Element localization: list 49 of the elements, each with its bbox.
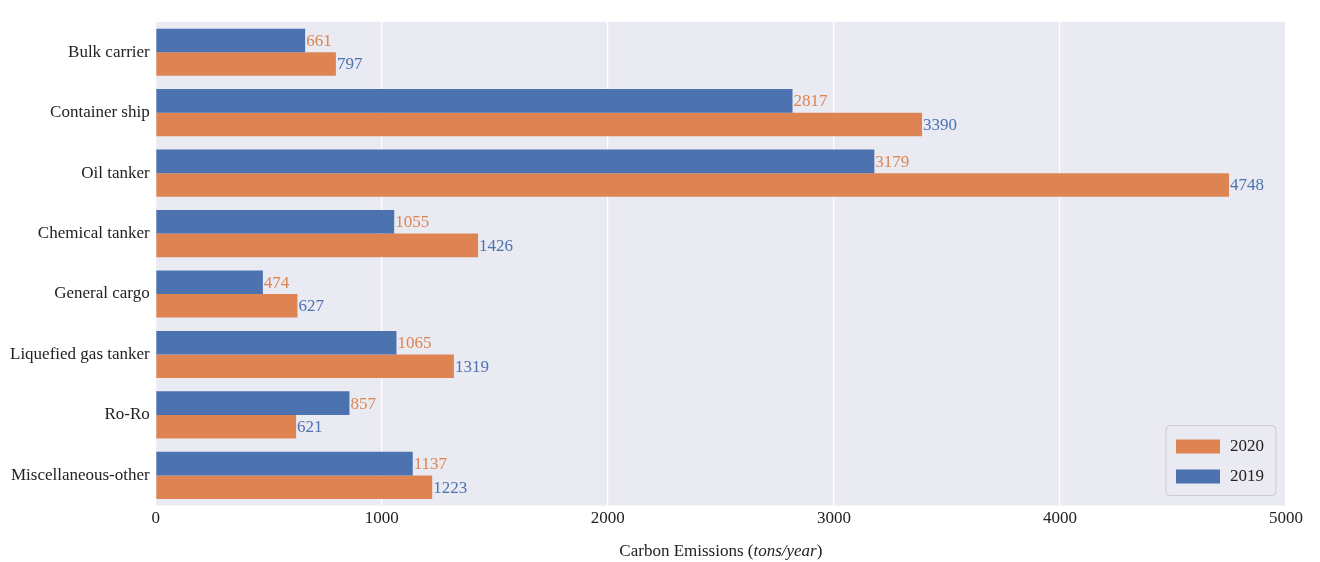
bar (156, 414, 297, 439)
y-tick-label: Container ship (50, 102, 150, 122)
data-label: 3179 (875, 151, 910, 171)
bar (156, 330, 397, 355)
y-tick-label: Chemical tanker (37, 223, 151, 243)
x-tick-label: 5000 (1269, 508, 1303, 528)
bar (156, 391, 350, 415)
bar (156, 52, 336, 76)
data-label: 661 (306, 30, 332, 50)
data-label: 3390 (923, 114, 958, 134)
bar (156, 28, 306, 53)
x-tick-label: 3000 (816, 508, 851, 528)
data-label: 2817 (793, 91, 829, 111)
data-label: 474 (263, 272, 290, 292)
data-label: 621 (297, 417, 323, 437)
data-label: 1137 (413, 454, 448, 474)
bar (156, 475, 433, 499)
bar (156, 89, 793, 113)
y-tick-label: Miscellaneous-other (10, 464, 151, 484)
bar (156, 354, 454, 379)
y-tick-label: Liquefied gas tanker (10, 343, 151, 363)
bar (156, 451, 413, 476)
bar (156, 233, 479, 258)
x-axis-title: Carbon Emissions (tons/year) (619, 541, 823, 560)
data-label: 1426 (479, 235, 514, 255)
data-label: 627 (298, 296, 325, 316)
bar (156, 112, 923, 137)
bar (156, 210, 395, 234)
legend-label: 2020 (1230, 436, 1264, 456)
y-tick-label: General cargo (54, 283, 150, 303)
x-tick-label: 0 (151, 508, 160, 528)
bar (156, 294, 298, 318)
y-tick-label: Oil tanker (81, 162, 151, 182)
bar (156, 270, 263, 295)
bar (156, 149, 875, 174)
data-label: 1065 (397, 333, 432, 353)
x-tick-label: 4000 (1042, 508, 1077, 528)
y-tick-label: Ro-Ro (104, 404, 150, 424)
data-label: 857 (350, 393, 377, 413)
data-label: 4748 (1230, 175, 1265, 195)
bar (156, 173, 1230, 197)
data-label: 1223 (433, 477, 468, 497)
x-tick-label: 1000 (364, 508, 399, 528)
data-label: 1055 (395, 212, 430, 232)
x-tick-label: 2000 (590, 508, 625, 528)
legend-label: 2019 (1230, 466, 1264, 486)
data-label: 797 (336, 54, 363, 74)
data-label: 1319 (454, 356, 489, 376)
y-tick-label: Bulk carrier (68, 41, 151, 61)
